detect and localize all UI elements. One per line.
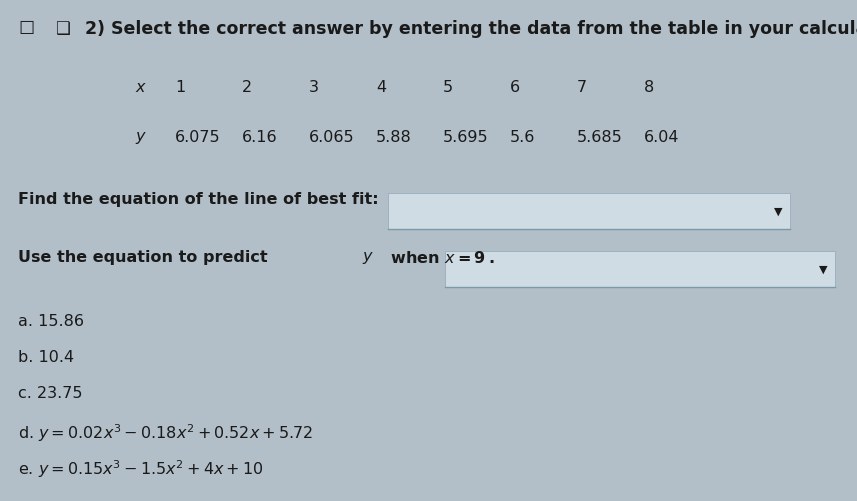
- Text: Use the equation to predict: Use the equation to predict: [18, 249, 273, 265]
- Text: 5.88: 5.88: [376, 130, 411, 145]
- Text: 2) Select the correct answer by entering the data from the table in your calcula: 2) Select the correct answer by entering…: [85, 20, 857, 38]
- Text: 2: 2: [242, 80, 252, 95]
- Text: 6: 6: [510, 80, 520, 95]
- Text: b. 10.4: b. 10.4: [18, 349, 74, 364]
- Text: d. $y = 0.02x^3 - 0.18x^2 + 0.52x + 5.72$: d. $y = 0.02x^3 - 0.18x^2 + 0.52x + 5.72…: [18, 421, 313, 443]
- Text: $y$: $y$: [362, 249, 374, 266]
- Text: 3: 3: [309, 80, 319, 95]
- Text: 6.075: 6.075: [175, 130, 220, 145]
- Text: 5.685: 5.685: [577, 130, 623, 145]
- Text: $x$: $x$: [135, 80, 147, 95]
- Text: ▼: ▼: [774, 206, 782, 216]
- Text: 6.065: 6.065: [309, 130, 355, 145]
- Text: 5: 5: [443, 80, 453, 95]
- Text: 7: 7: [577, 80, 587, 95]
- Text: 5.695: 5.695: [443, 130, 488, 145]
- Text: 6.16: 6.16: [242, 130, 278, 145]
- Bar: [388, 193, 790, 229]
- Text: a. 15.86: a. 15.86: [18, 313, 84, 328]
- Text: when $x$ = 9 .: when $x$ = 9 .: [385, 249, 494, 266]
- Text: $y$: $y$: [135, 130, 147, 146]
- Text: e. $y = 0.15x^3 - 1.5x^2 + 4x + 10$: e. $y = 0.15x^3 - 1.5x^2 + 4x + 10$: [18, 457, 263, 479]
- Text: 1: 1: [175, 80, 185, 95]
- Text: 4: 4: [376, 80, 387, 95]
- Text: 6.04: 6.04: [644, 130, 680, 145]
- Bar: [445, 252, 835, 288]
- Text: ☐: ☐: [18, 20, 34, 38]
- Text: 8: 8: [644, 80, 654, 95]
- Text: c. 23.75: c. 23.75: [18, 385, 82, 400]
- Text: ❑: ❑: [55, 20, 70, 38]
- Text: Find the equation of the line of best fit:: Find the equation of the line of best fi…: [18, 191, 379, 206]
- Text: ▼: ▼: [818, 265, 827, 275]
- Text: 5.6: 5.6: [510, 130, 536, 145]
